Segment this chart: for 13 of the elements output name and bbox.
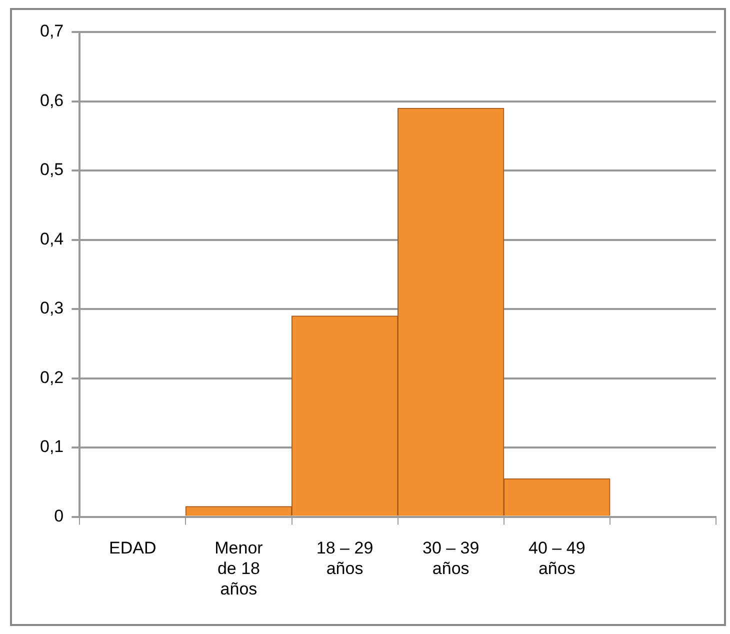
x-tick-label: 40 – 49 años <box>528 538 586 578</box>
x-tick-label: 18 – 29 años <box>316 538 374 578</box>
x-tick-label: EDAD <box>109 538 156 558</box>
y-tick-label: 0,4 <box>40 229 64 248</box>
y-tick-label: 0,5 <box>40 160 64 180</box>
y-tick-label: 0 <box>54 506 64 526</box>
y-tick-label: 0,3 <box>40 298 64 318</box>
x-tick-label: Menor de 18 años <box>214 538 264 598</box>
y-tick-label: 0,2 <box>40 368 64 387</box>
y-tick-label: 0,6 <box>40 90 64 110</box>
y-tick-label: 0,1 <box>40 437 64 456</box>
x-tick-label: 30 – 39 años <box>422 538 480 578</box>
y-tick-label: 0,7 <box>40 22 64 41</box>
